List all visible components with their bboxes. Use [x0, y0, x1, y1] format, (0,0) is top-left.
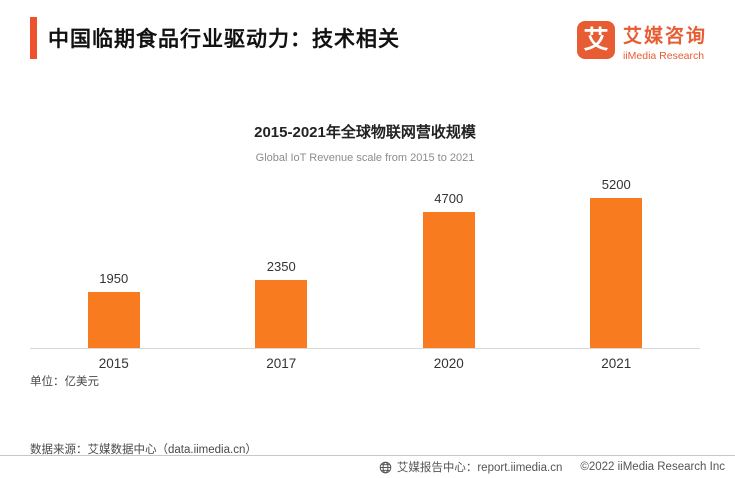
bar-group: 5200 — [551, 177, 681, 348]
page-title: 中国临期食品行业驱动力：技术相关 — [48, 28, 400, 51]
iimedia-logo: 艾 艾媒咨询 iiMedia Research — [576, 21, 707, 62]
footer-report-center-text: 艾媒报告中心：report.iimedia.cn — [396, 462, 563, 474]
bar-value-label: 5200 — [601, 177, 631, 192]
bars-row: 1950 2350 4700 5200 — [30, 175, 700, 349]
chart: 2015-2021年全球物联网营收规模 Global IoT Revenue s… — [30, 122, 700, 371]
logo-text: 艾媒咨询 iiMedia Research — [623, 21, 707, 62]
logo-name-cn: 艾媒咨询 — [622, 26, 707, 47]
unit-label: 单位：亿美元 — [30, 376, 99, 388]
bar — [422, 212, 475, 348]
x-axis-label: 2015 — [98, 356, 129, 371]
bar-value-label: 4700 — [434, 191, 464, 206]
bar-value-label: 1950 — [99, 271, 129, 286]
footer-divider — [0, 455, 735, 456]
iimedia-logo-icon: 艾 — [576, 21, 615, 59]
bar — [255, 280, 308, 348]
logo-name-en: iiMedia Research — [622, 50, 705, 62]
x-axis-label: 2017 — [266, 356, 297, 371]
bar-value-label: 2350 — [266, 259, 296, 274]
bar — [87, 292, 140, 348]
title-accent-bar — [30, 17, 37, 59]
chart-subtitle: Global IoT Revenue scale from 2015 to 20… — [255, 152, 475, 164]
footer: 艾媒报告中心：report.iimedia.cn ©2022 iiMedia R… — [379, 459, 725, 475]
title-block: 中国临期食品行业驱动力：技术相关 — [30, 17, 400, 59]
bar-group: 4700 — [384, 191, 514, 348]
bar — [590, 198, 643, 348]
chart-title: 2015-2021年全球物联网营收规模 — [254, 124, 476, 141]
footer-copyright: ©2022 iiMedia Research Inc — [580, 461, 725, 473]
bar-group: 1950 — [49, 271, 179, 348]
bar-group: 2350 — [216, 259, 346, 348]
footer-report-center: 艾媒报告中心：report.iimedia.cn — [379, 459, 563, 475]
x-axis-label: 2020 — [433, 356, 464, 371]
data-source-note: 数据来源：艾媒数据中心（data.iimedia.cn） — [30, 444, 257, 456]
x-axis-label: 2021 — [601, 356, 632, 371]
globe-icon — [379, 461, 392, 473]
header: 中国临期食品行业驱动力：技术相关 艾 艾媒咨询 iiMedia Research — [30, 17, 707, 62]
xaxis-row: 2015 2017 2020 2021 — [30, 356, 700, 371]
